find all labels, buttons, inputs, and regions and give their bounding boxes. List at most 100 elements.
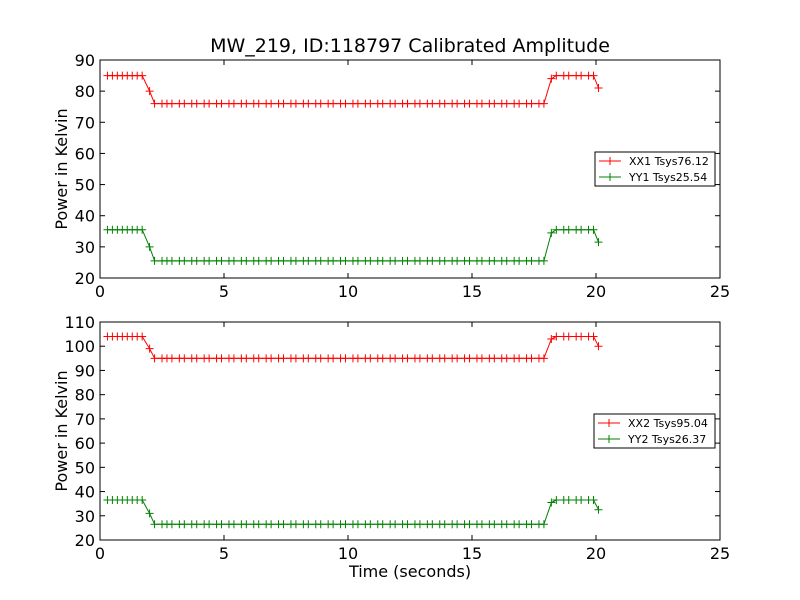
x-tick-label: 0 — [95, 544, 105, 563]
x-tick-label: 20 — [586, 282, 606, 301]
data-point-marker — [527, 256, 536, 265]
data-point-marker — [547, 74, 556, 83]
data-point-marker — [138, 71, 147, 80]
data-point-marker — [217, 354, 226, 363]
legend-box — [594, 151, 716, 187]
x-tick-label: 15 — [462, 544, 482, 563]
data-point-marker — [229, 99, 238, 108]
top-plot: 0 5 10 15 20 25 20 30 40 50 60 70 80 90 Power in Kelvi… — [52, 51, 730, 301]
y-axis-label: Power in Kelvin — [52, 108, 71, 229]
x-tick-label: 10 — [338, 282, 358, 301]
y-tick-label: 60 — [75, 434, 95, 453]
data-point-marker — [477, 520, 486, 529]
data-point-marker — [428, 520, 437, 529]
data-point-marker — [564, 496, 573, 505]
data-point-marker — [502, 256, 511, 265]
data-point-marker — [254, 256, 263, 265]
data-point-marker — [403, 520, 412, 529]
data-point-marker — [304, 354, 313, 363]
data-point-marker — [378, 256, 387, 265]
data-point-marker — [329, 256, 338, 265]
legend-label: YY1 Tsys25.54 — [628, 171, 707, 184]
data-point-marker — [539, 99, 548, 108]
data-point-marker — [594, 342, 603, 351]
legend-marker — [605, 419, 613, 427]
data-point-marker — [594, 505, 603, 514]
bottom-plot: 0 5 10 15 20 25 20 30 40 50 60 70 80 90 100 110 Power in… — [52, 313, 730, 581]
data-point-marker — [515, 99, 524, 108]
data-point-marker — [415, 354, 424, 363]
data-point-marker — [353, 99, 362, 108]
data-point-marker — [217, 256, 226, 265]
data-point-marker — [378, 354, 387, 363]
data-point-marker — [254, 354, 263, 363]
y-tick-label: 30 — [75, 238, 95, 257]
data-point-marker — [589, 332, 598, 341]
data-point-marker — [515, 354, 524, 363]
data-point-marker — [217, 520, 226, 529]
y-tick-label: 90 — [75, 51, 95, 70]
data-point-marker — [138, 225, 147, 234]
data-point-marker — [267, 520, 276, 529]
data-point-marker — [490, 99, 499, 108]
data-point-marker — [440, 520, 449, 529]
data-point-marker — [167, 520, 176, 529]
data-point-marker — [229, 520, 238, 529]
data-point-marker — [329, 354, 338, 363]
data-point-marker — [167, 256, 176, 265]
data-point-marker — [547, 498, 556, 507]
data-point-marker — [341, 520, 350, 529]
data-point-marker — [229, 256, 238, 265]
series-yy-line — [103, 225, 603, 265]
data-point-marker — [366, 520, 375, 529]
data-point-marker — [217, 99, 226, 108]
data-point-marker — [291, 354, 300, 363]
legend: XX2 Tsys95.04 YY2 Tsys26.37 — [593, 413, 716, 449]
y-tick-label: 70 — [75, 410, 95, 429]
data-point-marker — [304, 99, 313, 108]
data-point-marker — [341, 256, 350, 265]
x-tick-label: 5 — [219, 544, 229, 563]
data-point-marker — [552, 225, 561, 234]
data-point-marker — [564, 332, 573, 341]
legend-label: XX1 Tsys76.12 — [629, 155, 709, 168]
data-point-marker — [366, 99, 375, 108]
y-axis-label: Power in Kelvin — [52, 370, 71, 491]
legend: XX1 Tsys76.12 YY1 Tsys25.54 — [594, 151, 716, 187]
data-point-marker — [145, 509, 154, 518]
data-point-marker — [539, 520, 548, 529]
legend-label: YY2 Tsys26.37 — [627, 433, 706, 446]
data-point-marker — [403, 354, 412, 363]
data-point-marker — [391, 354, 400, 363]
y-tick-label: 100 — [64, 337, 95, 356]
data-point-marker — [150, 256, 159, 265]
series-xx-line — [103, 71, 603, 108]
data-point-marker — [465, 99, 474, 108]
data-point-marker — [527, 99, 536, 108]
data-point-marker — [465, 520, 474, 529]
y-tick-label: 70 — [75, 113, 95, 132]
data-point-marker — [440, 256, 449, 265]
data-point-marker — [547, 228, 556, 237]
y-tick-label: 50 — [75, 176, 95, 195]
data-point-marker — [453, 354, 462, 363]
y-tick-label: 40 — [75, 483, 95, 502]
data-point-marker — [577, 332, 586, 341]
x-tick-label: 5 — [219, 282, 229, 301]
data-point-marker — [564, 225, 573, 234]
legend-label: XX2 Tsys95.04 — [628, 417, 708, 430]
data-point-marker — [192, 256, 201, 265]
data-point-marker — [205, 256, 214, 265]
data-point-marker — [589, 71, 598, 80]
legend-marker — [606, 173, 614, 181]
data-point-marker — [552, 71, 561, 80]
y-tick-label: 40 — [75, 207, 95, 226]
data-point-marker — [316, 256, 325, 265]
data-point-marker — [150, 354, 159, 363]
data-point-marker — [254, 520, 263, 529]
data-point-marker — [415, 99, 424, 108]
data-point-marker — [145, 344, 154, 353]
data-point-marker — [547, 334, 556, 343]
data-point-marker — [577, 71, 586, 80]
